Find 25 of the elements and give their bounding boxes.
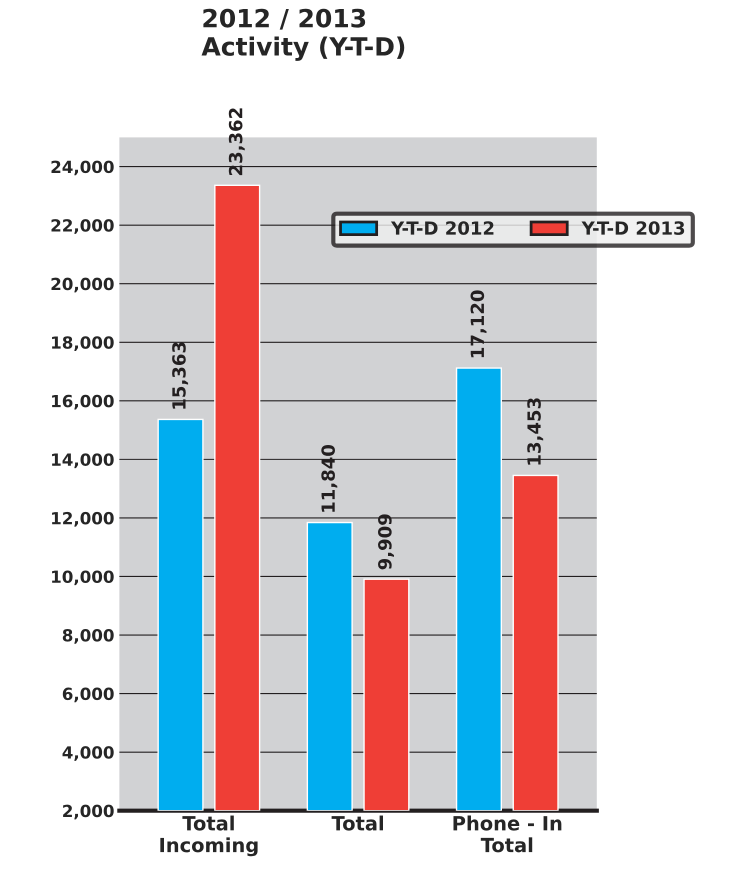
data-label: 17,120 [470,290,486,358]
y-tick-label: 8,000 [62,628,114,644]
y-tick-label: 20,000 [52,278,114,292]
x-tick-label: Total [332,816,384,831]
y-tick-label: 4,000 [62,746,114,761]
x-tick-label: Total Incoming [160,816,258,856]
y-tick-label: 10,000 [52,570,114,586]
y-tick-label: 6,000 [62,688,114,702]
data-label: 15,363 [172,342,188,409]
legend-label: Y-T-D 2013 [581,221,684,235]
data-label: 13,453 [527,398,544,465]
x-tick-label: Phone - In Total [453,816,562,852]
y-tick-label: 16,000 [52,394,114,410]
data-label: 23,362 [228,108,245,176]
y-tick-label: 24,000 [52,160,114,176]
data-label: 9,909 [378,514,394,570]
data-label: 11,840 [321,445,338,512]
chart-subtitle: Activity (Y-T-D) [202,36,404,61]
y-tick-label: 18,000 [52,336,114,351]
y-tick-label: 12,000 [52,512,114,527]
y-tick-label: 2,000 [63,804,114,820]
y-tick-label: 14,000 [52,453,114,468]
legend-label: Y-T-D 2012 [390,221,494,235]
chart-title: 2012 / 2013 [203,8,366,30]
y-tick-label: 22,000 [52,219,114,234]
